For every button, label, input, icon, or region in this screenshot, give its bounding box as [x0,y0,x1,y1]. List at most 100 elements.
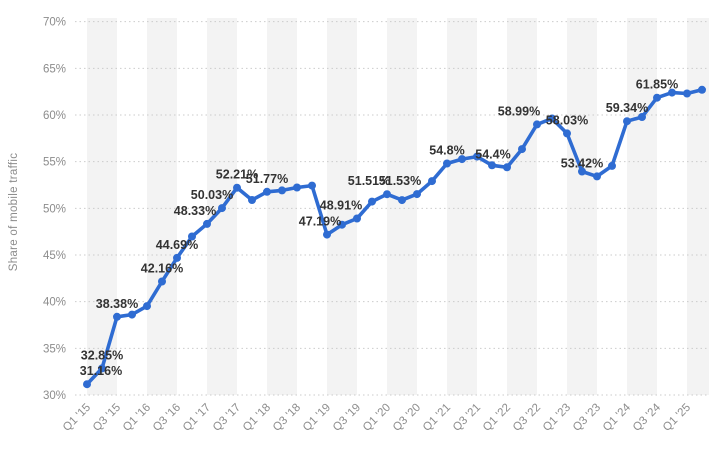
data-point[interactable] [518,145,526,154]
data-point[interactable] [683,89,691,98]
y-axis-tick-label: 35% [43,343,66,355]
data-point-label: 61.85% [636,78,678,92]
data-point[interactable] [98,364,106,373]
data-point[interactable] [203,219,211,228]
x-axis-tick-label: Q1 '21 [421,402,453,434]
data-point[interactable] [128,310,136,319]
plot-band [627,18,657,395]
data-point-label: 44.69% [156,238,198,252]
x-axis-tick-label: Q1 '18 [241,402,273,434]
data-point-label: 53.42% [561,156,603,170]
x-axis-tick-label: Q3 '15 [91,402,123,434]
data-point-label: 50.03% [191,188,233,202]
data-point-label: 31.16% [80,364,122,378]
data-point[interactable] [218,204,226,213]
data-point[interactable] [488,161,496,170]
data-point[interactable] [578,167,586,176]
data-point[interactable] [698,85,706,94]
data-point-label: 38.38% [96,297,138,311]
data-point[interactable] [143,302,151,311]
plot-band [327,18,357,395]
data-point-label: 52.21% [216,168,258,182]
data-point[interactable] [353,214,361,223]
plot-band [687,18,709,395]
data-point-label: 54.8% [429,144,464,158]
y-axis-title-text: Share of mobile traffic [8,152,20,272]
y-axis-tick-label: 60% [43,110,66,122]
x-axis-tick-label: Q3 '17 [211,402,243,434]
data-point[interactable] [323,230,331,239]
x-axis-tick-label: Q1 '16 [121,402,153,434]
data-point-label: 51.51% [348,174,390,188]
x-axis-tick-label: Q1 '22 [481,402,513,434]
data-point[interactable] [503,163,511,172]
plot-band [567,18,597,395]
data-point[interactable] [608,161,616,170]
data-point-label: 54.4% [475,147,510,161]
data-point[interactable] [668,88,676,97]
data-point[interactable] [398,196,406,205]
y-axis-tick-label: 45% [43,250,66,262]
data-point-label: 58.03% [546,113,588,127]
x-axis-tick-label: Q3 '18 [271,402,303,434]
data-point[interactable] [443,159,451,168]
data-point[interactable] [158,277,166,286]
data-point[interactable] [533,120,541,129]
y-axis-tick-label: 65% [43,63,66,75]
x-axis-tick-label: Q1 '20 [361,402,393,434]
plot-band [507,18,537,395]
data-point[interactable] [263,187,271,196]
plot-band [387,18,417,395]
data-point[interactable] [473,152,481,161]
x-axis-tick-label: Q1 '15 [61,402,93,434]
data-point[interactable] [233,183,241,192]
data-point-label: 48.91% [320,199,362,213]
y-axis-tick-label: 50% [43,203,66,215]
x-axis-tick-label: Q1 '23 [541,402,573,434]
data-point[interactable] [83,380,91,389]
data-point[interactable] [338,220,346,229]
data-point[interactable] [593,172,601,181]
x-axis-tick-label: Q3 '19 [331,402,363,434]
data-point[interactable] [368,197,376,206]
data-point[interactable] [113,312,121,321]
data-point[interactable] [653,93,661,102]
data-point[interactable] [563,129,571,138]
data-point[interactable] [248,196,256,204]
data-point[interactable] [188,232,196,241]
data-point[interactable] [623,117,631,126]
y-axis-tick-label: 30% [43,390,66,402]
data-point-label: 58.99% [498,104,540,118]
data-point[interactable] [308,181,316,190]
data-point-label: 59.34% [606,101,648,115]
data-point[interactable] [458,155,466,164]
y-axis-tick-label: 70% [43,17,66,29]
x-axis-tick-label: Q3 '22 [511,402,543,434]
data-point[interactable] [548,114,556,123]
y-axis-tick-label: 55% [43,157,66,169]
data-point[interactable] [413,190,421,199]
data-point-label: 42.16% [141,262,183,276]
x-axis-tick-label: Q1 '19 [301,402,333,434]
data-point[interactable] [173,253,181,262]
x-axis-tick-label: Q3 '21 [451,402,483,434]
plot-band [147,18,177,395]
plot-band [447,18,477,395]
data-point-label: 32.85% [81,348,123,362]
x-axis-tick-label: Q1 '25 [661,402,693,434]
data-point[interactable] [383,190,391,199]
data-point[interactable] [638,113,646,121]
data-point-label: 51.77% [246,172,288,186]
plot-band [267,18,297,395]
data-point[interactable] [428,177,436,186]
x-axis-tick-label: Q1 '17 [181,402,213,434]
y-axis-tick-label: 40% [43,297,66,309]
data-point[interactable] [293,183,301,192]
data-point[interactable] [278,186,286,195]
data-point-label: 47.19% [299,215,341,229]
data-point-label: 51.53% [379,174,421,188]
x-axis-tick-label: Q3 '20 [391,402,423,434]
x-axis-tick-label: Q3 '16 [151,402,183,434]
